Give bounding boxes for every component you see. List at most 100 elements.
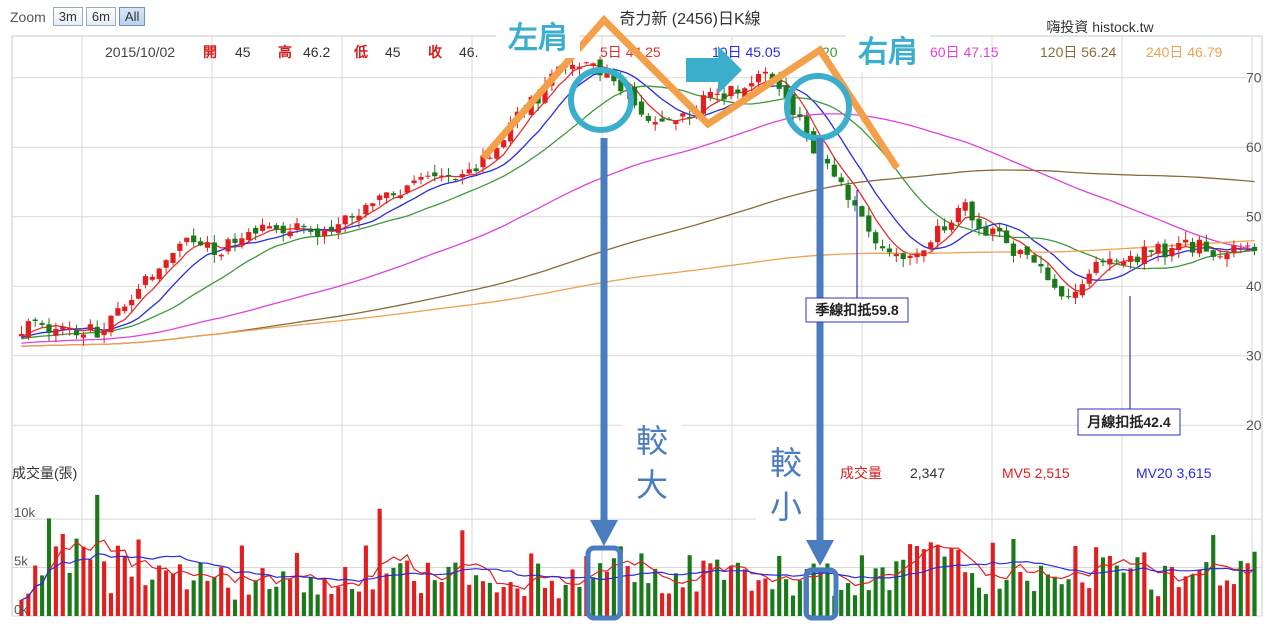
candle-body [115, 308, 121, 316]
candle-body [349, 216, 355, 218]
left-volume-text-bg [622, 416, 682, 512]
candle-body [680, 113, 686, 117]
candle-body [1059, 286, 1065, 297]
candle-body [480, 155, 486, 168]
candle-body [1072, 291, 1079, 298]
ohlc-high-label: 高 [278, 44, 292, 60]
chart-title: 奇力新 (2456)日K線 [619, 10, 760, 28]
volume-bar [46, 518, 52, 616]
price-tick-label: 30 [1246, 348, 1262, 364]
volume-bar [956, 549, 961, 616]
volume-bar [632, 582, 637, 616]
candle-body [831, 164, 837, 177]
candle-body [1238, 248, 1244, 250]
candle-body [700, 95, 707, 114]
volume-bar [935, 544, 940, 616]
ma-line-ma5 [21, 64, 1255, 338]
volume-bar [577, 586, 582, 616]
volume-bar [232, 599, 238, 616]
volume-bar [970, 573, 975, 616]
candle-body [1107, 258, 1113, 265]
volume-bar [866, 590, 871, 616]
candle-body [397, 195, 403, 199]
volume-bar [852, 595, 858, 616]
volume-bar [1066, 579, 1071, 616]
zoom-3m-button[interactable]: 3m [52, 7, 83, 26]
volume-bar [164, 570, 169, 616]
candle-body [804, 116, 810, 135]
candle-body [356, 215, 362, 221]
candle-body [501, 140, 507, 148]
candle-body [941, 226, 948, 231]
volume-bar [708, 563, 713, 616]
candle-body [783, 85, 789, 98]
volume-bar [294, 552, 300, 616]
candle-body [1045, 267, 1051, 281]
candle-body [418, 177, 424, 180]
volume-bar [873, 568, 878, 616]
volume-label: 成交量 [840, 465, 882, 481]
candle-body [1086, 273, 1092, 284]
volume-bar [425, 562, 430, 616]
volume-bar [95, 494, 100, 616]
candle-body [18, 334, 25, 337]
candle-body [239, 238, 245, 246]
zoom-6m-button[interactable]: 6m [85, 7, 116, 26]
volume-bar [1114, 565, 1119, 616]
candle-body [459, 174, 465, 178]
volume-bar [177, 564, 182, 616]
volume-bar [887, 590, 892, 616]
candle-body [1127, 255, 1134, 262]
candle-body [487, 157, 493, 159]
candle-body [1217, 256, 1223, 258]
candle-body [604, 71, 610, 78]
volume-bar [990, 542, 995, 616]
volume-bar [398, 563, 403, 616]
volume-bar [1052, 576, 1057, 616]
candle-body [1024, 246, 1030, 255]
candle-body [873, 232, 879, 244]
candle-body [211, 242, 217, 255]
volume-bar [542, 587, 548, 616]
candle-body [666, 118, 672, 120]
left-shoulder-label: 左肩 [508, 21, 568, 55]
volume-bar [129, 576, 134, 616]
ma-legend-item: 120日 56.24 [1040, 44, 1116, 60]
candle-body [129, 299, 135, 306]
volume-bar [60, 533, 65, 616]
candle-body [315, 228, 321, 237]
candle-body [1017, 249, 1023, 255]
volume-bar [1080, 582, 1085, 616]
ma-line-ma120 [21, 169, 1255, 347]
volume-bar [301, 592, 306, 616]
candle-body [1093, 261, 1099, 273]
candle-body [287, 231, 293, 237]
candle-body [990, 228, 996, 235]
candle-body [142, 276, 149, 285]
volume-bar [432, 580, 437, 616]
candle-body [191, 235, 197, 243]
candle-body [73, 330, 80, 336]
volume-legend: 成交量(張) 成交量 2,347 MV5 2,515 MV20 3,615 [12, 465, 1212, 481]
candle-body [308, 228, 314, 232]
candle-body [1162, 243, 1168, 258]
volume-bar [784, 579, 789, 616]
volume-bar [418, 593, 424, 616]
zoom-all-button[interactable]: All [118, 7, 146, 26]
candle-body [886, 248, 893, 253]
candle-body [335, 224, 341, 233]
mv20-legend: MV20 3,615 [1136, 465, 1212, 481]
candle-body [983, 226, 989, 236]
volume-bar [391, 567, 396, 616]
candle-body [452, 179, 459, 181]
candle-body [879, 246, 886, 249]
candle-body [1176, 243, 1182, 251]
candle-body [439, 175, 445, 177]
candle-body [101, 329, 107, 336]
candle-body [776, 78, 782, 89]
ma-legend-item: 10日 45.05 [712, 44, 781, 60]
candle-body [866, 215, 872, 232]
candle-body [149, 276, 155, 280]
candle-body [280, 225, 286, 234]
volume-tick-label: 5k [14, 554, 28, 569]
